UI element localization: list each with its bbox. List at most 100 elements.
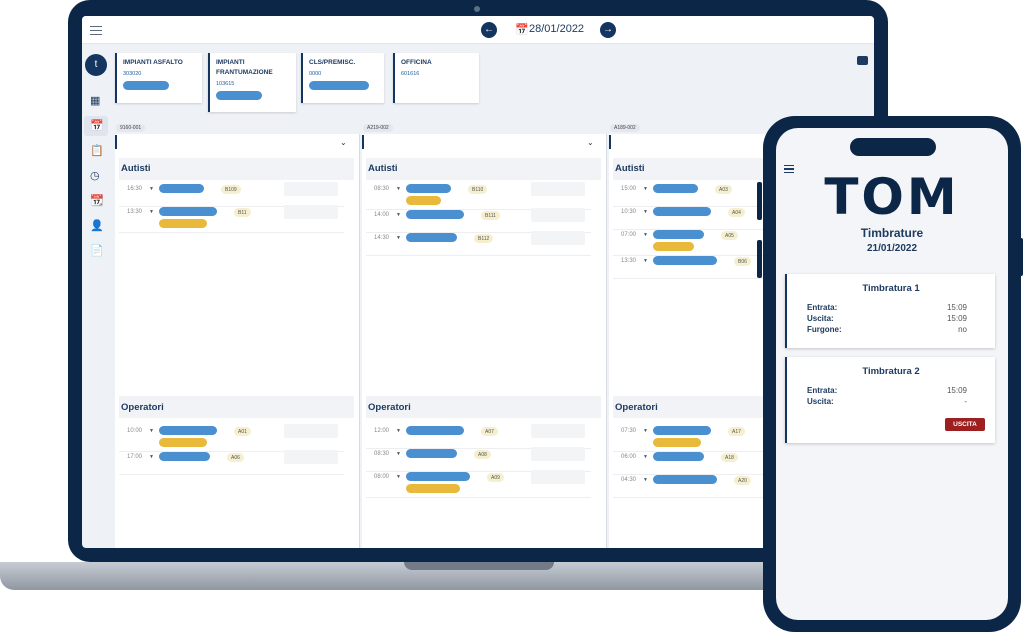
clock-icon[interactable]: ◷ bbox=[90, 170, 100, 182]
row-time[interactable]: 07:00 bbox=[621, 232, 637, 238]
print-icon[interactable] bbox=[857, 56, 868, 65]
assignment-pill[interactable] bbox=[406, 472, 470, 481]
assignment-pill[interactable] bbox=[406, 449, 457, 458]
assignment-pill[interactable] bbox=[159, 452, 210, 461]
hamburger-menu-icon[interactable] bbox=[90, 26, 102, 35]
calendar-check-icon[interactable]: 📆 bbox=[90, 195, 104, 207]
empty-slot[interactable] bbox=[531, 231, 585, 245]
row-time[interactable]: 08:30 bbox=[374, 186, 390, 192]
dropdown-caret-icon[interactable]: ▼ bbox=[396, 474, 401, 480]
user-settings-icon[interactable]: 👤 bbox=[90, 220, 104, 232]
prev-date-button[interactable]: ← bbox=[481, 22, 497, 38]
vehicle-badge: A18 bbox=[721, 453, 738, 462]
row-time[interactable]: 14:30 bbox=[374, 235, 390, 241]
dropdown-caret-icon[interactable]: ▼ bbox=[149, 454, 154, 460]
assignment-pill[interactable] bbox=[653, 475, 717, 484]
plant-card[interactable]: OFFICINA 601616 bbox=[393, 53, 479, 103]
plant-code: 103615 bbox=[216, 81, 235, 87]
dropdown-caret-icon[interactable]: ▼ bbox=[396, 451, 401, 457]
empty-slot[interactable] bbox=[284, 205, 338, 219]
next-date-button[interactable]: → bbox=[600, 22, 616, 38]
empty-slot[interactable] bbox=[531, 447, 585, 461]
phone-menu-icon[interactable] bbox=[784, 165, 794, 173]
assignment-pill[interactable] bbox=[406, 210, 464, 219]
dropdown-caret-icon[interactable]: ▼ bbox=[643, 477, 648, 483]
secondary-pill[interactable] bbox=[159, 438, 207, 447]
empty-slot[interactable] bbox=[531, 182, 585, 196]
chevron-down-icon[interactable]: ⌄ bbox=[587, 138, 594, 147]
dropdown-caret-icon[interactable]: ▼ bbox=[643, 428, 648, 434]
calendar-icon[interactable]: 📅 bbox=[90, 120, 104, 132]
assignment-pill[interactable] bbox=[653, 452, 704, 461]
assignment-pill[interactable] bbox=[159, 184, 204, 193]
dropdown-caret-icon[interactable]: ▼ bbox=[643, 186, 648, 192]
dropdown-caret-icon[interactable]: ▼ bbox=[643, 258, 648, 264]
phone-title: Timbrature bbox=[860, 226, 924, 240]
assignment-pill[interactable] bbox=[653, 256, 717, 265]
dropdown-caret-icon[interactable]: ▼ bbox=[396, 428, 401, 434]
uscita-button[interactable]: USCITA bbox=[945, 418, 985, 431]
tom-logo: TOM bbox=[824, 168, 960, 226]
row-time[interactable]: 10:00 bbox=[127, 428, 143, 434]
empty-slot[interactable] bbox=[531, 208, 585, 222]
empty-slot[interactable] bbox=[531, 470, 585, 484]
plant-card[interactable]: CLS/PREMISC. 0000 bbox=[301, 53, 384, 103]
row-time[interactable]: 10:30 bbox=[621, 209, 637, 215]
row-time[interactable]: 08:00 bbox=[374, 474, 390, 480]
card-title: Timbratura 1 bbox=[862, 283, 920, 294]
row-time[interactable]: 17:00 bbox=[127, 454, 143, 460]
dropdown-caret-icon[interactable]: ▼ bbox=[149, 209, 154, 215]
dropdown-caret-icon[interactable]: ▼ bbox=[396, 235, 401, 241]
dropdown-caret-icon[interactable]: ▼ bbox=[643, 232, 648, 238]
assignment-pill[interactable] bbox=[406, 233, 457, 242]
dropdown-caret-icon[interactable]: ▼ bbox=[643, 209, 648, 215]
assignment-pill[interactable] bbox=[653, 207, 711, 216]
row-time[interactable]: 08:30 bbox=[374, 451, 390, 457]
row-divider bbox=[366, 255, 591, 256]
secondary-pill[interactable] bbox=[406, 484, 460, 493]
row-time[interactable]: 16:30 bbox=[127, 186, 143, 192]
secondary-pill[interactable] bbox=[653, 438, 701, 447]
dropdown-caret-icon[interactable]: ▼ bbox=[396, 186, 401, 192]
plant-status-pill bbox=[309, 81, 369, 90]
empty-slot[interactable] bbox=[531, 424, 585, 438]
plant-card[interactable]: IMPIANTI FRANTUMAZIONE 103615 bbox=[208, 53, 296, 112]
dropdown-caret-icon[interactable]: ▼ bbox=[396, 212, 401, 218]
vehicle-badge: A06 bbox=[227, 453, 244, 462]
row-time[interactable]: 13:30 bbox=[127, 209, 143, 215]
assignment-pill[interactable] bbox=[159, 426, 217, 435]
operatori-heading: Operatori bbox=[615, 402, 658, 413]
dropdown-caret-icon[interactable]: ▼ bbox=[149, 186, 154, 192]
laptop-screen: ← 📅 28/01/2022 → t ▦ 📅 📋 ◷ 📆 👤 📄 IMPIANTI ASFA… bbox=[82, 16, 874, 548]
plant-card[interactable]: IMPIANTI ASFALTO 303020 bbox=[115, 53, 202, 103]
empty-slot[interactable] bbox=[284, 182, 338, 196]
empty-slot[interactable] bbox=[284, 450, 338, 464]
date-label[interactable]: 28/01/2022 bbox=[529, 23, 585, 35]
autisti-heading: Autisti bbox=[615, 163, 645, 174]
assignment-pill[interactable] bbox=[406, 184, 451, 193]
assignment-pill[interactable] bbox=[653, 230, 704, 239]
assignment-pill[interactable] bbox=[653, 184, 698, 193]
clipboard-user-icon[interactable]: 📋 bbox=[90, 145, 104, 157]
assignment-pill[interactable] bbox=[406, 426, 464, 435]
row-time[interactable]: 12:00 bbox=[374, 428, 390, 434]
row-time[interactable]: 14:00 bbox=[374, 212, 390, 218]
dropdown-caret-icon[interactable]: ▼ bbox=[643, 454, 648, 460]
secondary-pill[interactable] bbox=[159, 219, 207, 228]
assignment-pill[interactable] bbox=[653, 426, 711, 435]
dashboard-icon[interactable]: ▦ bbox=[90, 95, 101, 107]
report-icon[interactable]: 📄 bbox=[90, 245, 104, 257]
assignment-pill[interactable] bbox=[159, 207, 217, 216]
row-time[interactable]: 13:30 bbox=[621, 258, 637, 264]
row-time[interactable]: 15:00 bbox=[621, 186, 637, 192]
secondary-pill[interactable] bbox=[653, 242, 694, 251]
timbratura-card-1: Timbratura 1 Entrata: 15:09 Uscita: 15:0… bbox=[785, 274, 995, 348]
row-time[interactable]: 07:30 bbox=[621, 428, 637, 434]
secondary-pill[interactable] bbox=[406, 196, 441, 205]
empty-slot[interactable] bbox=[284, 424, 338, 438]
row-time[interactable]: 04:30 bbox=[621, 477, 637, 483]
row-time[interactable]: 06:00 bbox=[621, 454, 637, 460]
chevron-down-icon[interactable]: ⌄ bbox=[340, 138, 347, 147]
dropdown-caret-icon[interactable]: ▼ bbox=[149, 428, 154, 434]
user-avatar[interactable]: t bbox=[85, 54, 107, 76]
